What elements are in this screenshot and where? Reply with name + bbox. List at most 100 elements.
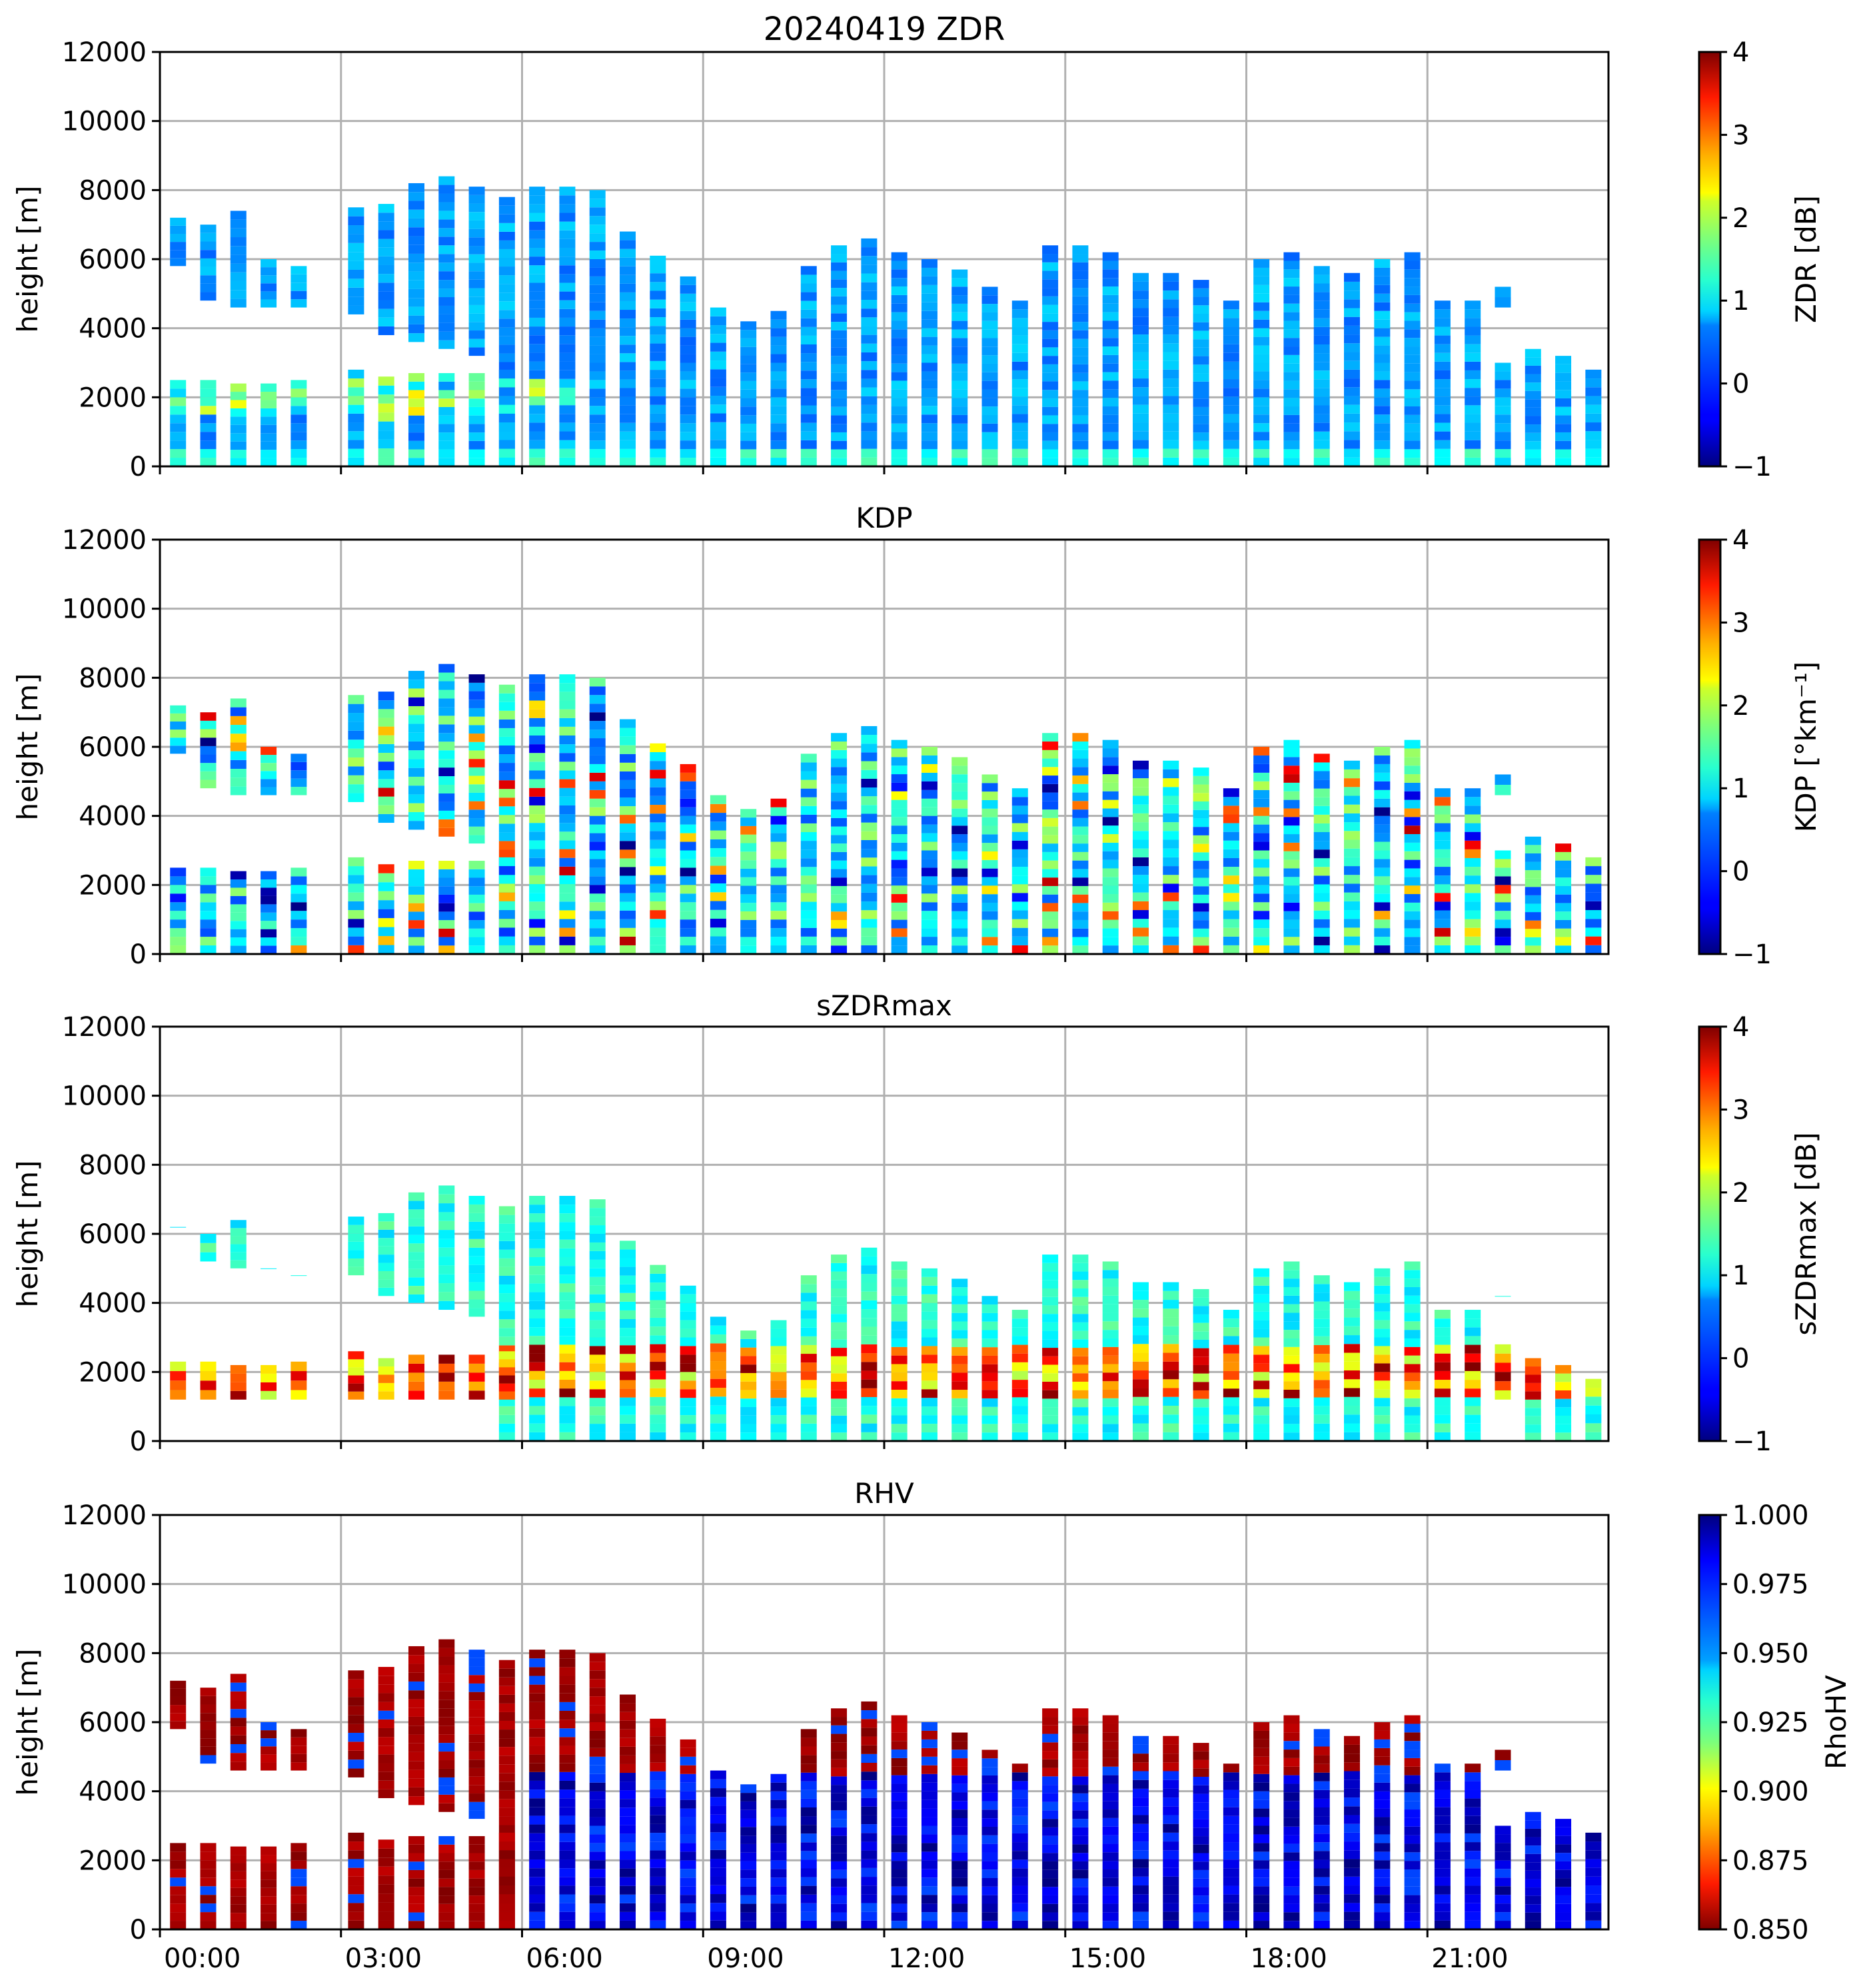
scan-cell	[710, 342, 726, 352]
scan-cell	[740, 1878, 757, 1887]
scan-cell	[468, 1717, 485, 1726]
scan-cell	[1253, 423, 1270, 432]
y-tick-label: 0	[130, 939, 147, 970]
colorbar-tick-label: 0	[1732, 857, 1749, 887]
scan-cell	[1042, 742, 1059, 750]
scan-cell	[200, 292, 217, 301]
scan-cell	[529, 1920, 546, 1929]
scan-cell	[861, 831, 878, 840]
scan-cell	[770, 1860, 787, 1869]
scan-cell	[498, 1223, 515, 1233]
scan-cell	[1465, 1877, 1481, 1886]
scan-cell	[740, 937, 757, 946]
scan-cell	[981, 843, 998, 851]
scan-cell	[1011, 1353, 1028, 1362]
scan-cell	[589, 928, 606, 937]
scan-cell	[559, 1850, 576, 1860]
scan-cell	[378, 1920, 394, 1929]
scan-cell	[1011, 1851, 1028, 1860]
scan-cell	[1132, 848, 1149, 857]
scan-cell	[740, 894, 757, 903]
scan-cell	[680, 937, 696, 946]
scan-cell	[740, 1432, 757, 1441]
scan-cell	[1072, 1801, 1089, 1811]
scan-cell	[981, 406, 998, 415]
scan-cell	[1465, 1772, 1481, 1781]
scan-cell	[261, 755, 277, 763]
scan-cell	[1132, 813, 1149, 823]
scan-cell	[170, 406, 187, 415]
scan-cell	[1132, 875, 1149, 884]
scan-cell	[378, 909, 394, 919]
scan-cell	[861, 334, 878, 344]
scan-cell	[200, 397, 217, 406]
scan-cell	[1313, 884, 1330, 893]
scan-cell	[348, 740, 364, 749]
scan-cell	[589, 704, 606, 713]
scan-cell	[740, 1861, 757, 1870]
scan-cell	[650, 805, 666, 814]
scan-cell	[438, 1656, 455, 1666]
scan-cell	[921, 1268, 937, 1277]
scan-cell	[831, 733, 848, 742]
scan-cell	[831, 894, 848, 903]
scan-cell	[529, 805, 546, 815]
scan-cell	[1132, 1894, 1149, 1903]
scan-cell	[438, 672, 455, 682]
scan-cell	[1042, 783, 1059, 793]
scan-cell	[1223, 352, 1239, 362]
scan-cell	[408, 803, 424, 812]
scan-cell	[1132, 945, 1149, 954]
scan-cell	[800, 1755, 817, 1764]
scan-cell	[1253, 458, 1270, 466]
scan-cell	[170, 1361, 187, 1372]
scan-cell	[438, 1853, 455, 1862]
scan-cell	[1042, 928, 1059, 937]
scan-cell	[1283, 885, 1300, 895]
scan-cell	[891, 894, 908, 903]
scan-cell	[559, 213, 576, 222]
scan-cell	[1404, 834, 1421, 843]
scan-cell	[770, 1843, 787, 1852]
scan-cell	[710, 874, 726, 884]
scan-cell	[831, 826, 848, 835]
scan-cell	[1404, 774, 1421, 783]
scan-cell	[170, 902, 187, 911]
scan-cell	[770, 1886, 787, 1895]
scan-cell	[1102, 1724, 1119, 1733]
scan-cell	[1011, 1772, 1028, 1781]
scan-cell	[559, 1274, 576, 1284]
scan-cell	[1193, 1314, 1209, 1323]
scan-cell	[650, 378, 666, 388]
scan-cell	[1072, 1364, 1089, 1374]
scan-cell	[230, 1691, 247, 1701]
scan-cell	[529, 1710, 546, 1720]
scan-cell	[230, 246, 247, 255]
scan-cell	[1042, 288, 1059, 296]
scan-cell	[620, 457, 636, 466]
scan-cell	[891, 1903, 908, 1913]
scan-cell	[408, 271, 424, 280]
scan-cell	[831, 1717, 848, 1726]
scan-cell	[1163, 1832, 1179, 1842]
scan-cell	[348, 1266, 364, 1276]
scan-cell	[230, 1913, 247, 1921]
scan-cell	[1374, 789, 1391, 799]
scan-cell	[1465, 361, 1481, 370]
scan-cell	[1344, 831, 1361, 840]
scan-cell	[891, 1338, 908, 1347]
scan-cell	[559, 300, 576, 309]
scan-cell	[710, 848, 726, 857]
scan-cell	[620, 1790, 636, 1799]
scan-cell	[498, 205, 515, 215]
scan-cell	[529, 239, 546, 248]
scan-cell	[1042, 775, 1059, 784]
scan-cell	[921, 1346, 937, 1355]
scan-cell	[291, 778, 307, 787]
scan-cell	[498, 1232, 515, 1241]
scan-cell	[831, 835, 848, 844]
scan-cell	[861, 796, 878, 805]
scan-cell	[1283, 1295, 1300, 1304]
scan-cell	[1555, 945, 1572, 954]
